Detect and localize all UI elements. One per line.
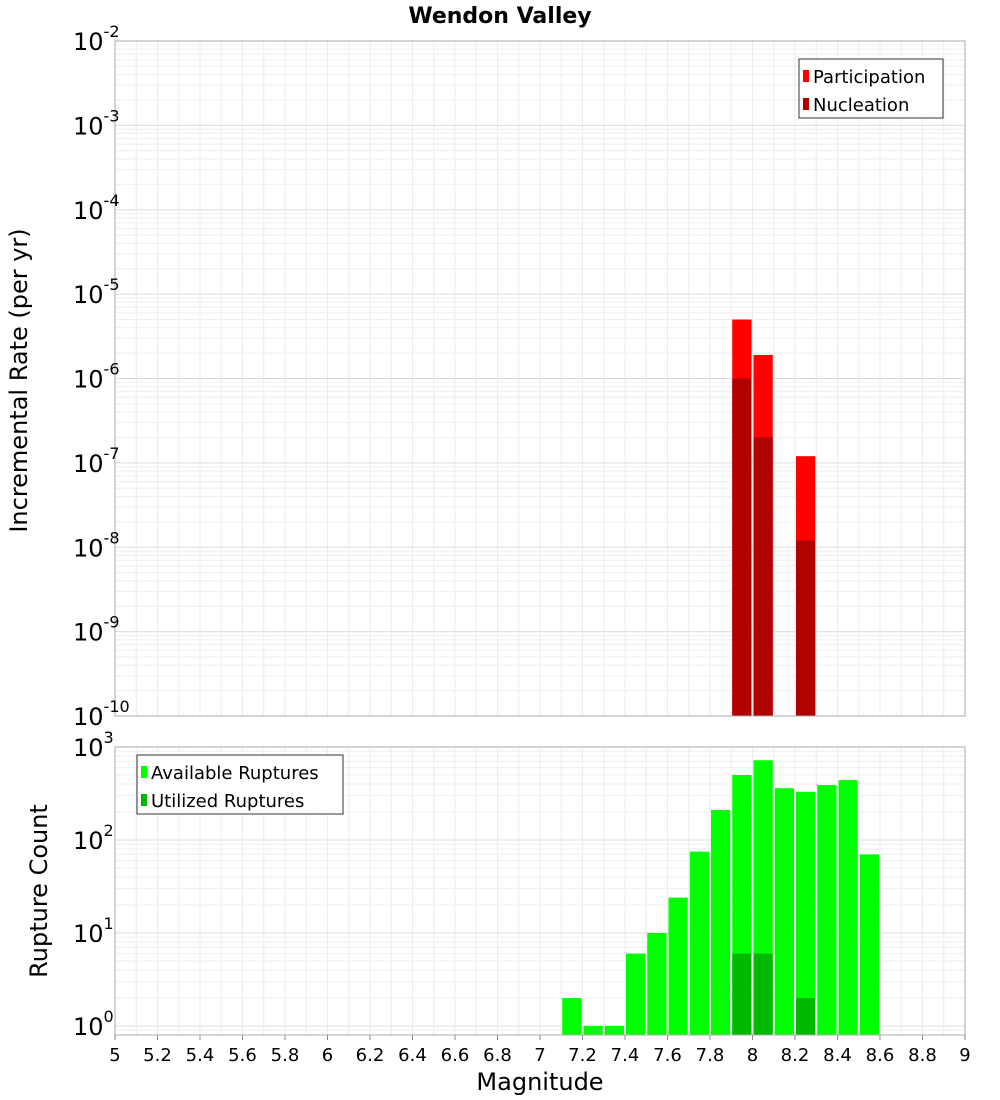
x-tick-label: 7 [534,1045,545,1066]
bottom-legend-swatch [141,766,147,778]
bottom-available-ruptures-bar [796,791,816,1035]
x-tick-label: 7.8 [696,1045,725,1066]
top-legend-swatch [803,70,809,82]
x-tick-label: 6.6 [441,1045,470,1066]
top-plot-grid [114,40,966,717]
top-y-tick-label: 10-4 [73,191,120,225]
top-nucleation-bar [753,437,773,716]
top-plot: 10-2 10-3 10-4 10-5 10-6 10-7 10-8 10-9 10-10 In… [5,22,966,731]
bottom-available-ruptures-bar [689,851,709,1035]
bottom-available-ruptures-bar [562,997,582,1035]
x-tick-label: 8 [747,1045,758,1066]
x-tick-label: 6.4 [398,1045,427,1066]
x-tick-label: 9 [959,1045,970,1066]
x-tick-label: 8.6 [866,1045,895,1066]
x-tick-label: 5.4 [186,1045,215,1066]
x-tick-label: 5 [109,1045,120,1066]
top-legend: Participation Nucleation [798,58,944,119]
bottom-y-axis-label: Rupture Count [25,804,53,978]
top-nucleation-bar [732,378,752,716]
chart-title: Wendon Valley [408,4,591,29]
x-tick-label: 5.8 [271,1045,300,1066]
top-legend-swatch [803,98,809,110]
bottom-legend: Available Ruptures Utilized Ruptures [136,754,344,815]
bottom-legend-entry: Available Ruptures [151,763,319,784]
top-y-tick-label: 10-10 [73,697,130,731]
bottom-legend-swatch [141,794,147,806]
x-tick-label: 6.8 [483,1045,512,1066]
top-legend-entry: Participation [813,67,925,88]
x-tick-label: 8.2 [781,1045,810,1066]
bottom-utilized-ruptures-bar [753,953,773,1035]
top-nucleation-bar [796,540,816,716]
top-y-tick-label: 10-2 [73,22,120,56]
bottom-y-tick-label: 100 [73,1007,114,1041]
top-y-axis-ticks: 10-2 10-3 10-4 10-5 10-6 10-7 10-8 10-9 10-10 [73,22,130,731]
bottom-available-ruptures-bar [774,788,794,1035]
top-plot-frame [114,40,966,717]
top-plot-bars [732,319,816,716]
top-y-tick-label: 10-9 [73,613,120,647]
top-y-axis-label: Incremental Rate (per yr) [5,228,33,532]
top-legend-entry: Nucleation [813,95,909,116]
bottom-available-ruptures-bar [626,953,646,1035]
x-tick-label: 6.2 [356,1045,385,1066]
x-tick-label: 7.4 [611,1045,640,1066]
bottom-available-ruptures-bar [668,897,688,1035]
bottom-y-axis-ticks: 103 102 101 100 [73,728,114,1041]
top-y-tick-label: 10-8 [73,528,120,562]
x-tick-label: 5.2 [143,1045,172,1066]
bottom-available-ruptures-bar [647,932,667,1035]
bottom-plot: 103 102 101 100 5 5.2 5.4 5.6 5.8 6 6.2 6.4 6.6 6.8 7… [25,728,971,1096]
x-tick-label: 7.2 [568,1045,597,1066]
x-tick-label: 7.6 [653,1045,682,1066]
bottom-y-tick-label: 103 [73,728,114,762]
x-tick-label: 6 [322,1045,333,1066]
bottom-legend-box [136,754,344,815]
x-axis-label: Magnitude [476,1068,603,1096]
bottom-available-ruptures-bar [859,854,879,1035]
bottom-available-ruptures-bar [583,1025,603,1035]
top-y-tick-label: 10-7 [73,444,120,478]
top-y-tick-label: 10-5 [73,275,120,309]
bottom-utilized-ruptures-bar [732,953,752,1035]
x-tick-label: 5.6 [228,1045,257,1066]
bottom-utilized-ruptures-bar [796,997,816,1035]
bottom-available-ruptures-bar [711,810,731,1035]
top-y-tick-label: 10-3 [73,106,120,140]
bottom-plot-bars [562,760,879,1035]
x-tick-label: 8.4 [823,1045,852,1066]
bottom-y-tick-label: 101 [73,914,114,948]
bottom-legend-entry: Utilized Ruptures [151,791,304,812]
bottom-y-tick-label: 102 [73,821,114,855]
bottom-available-ruptures-bar [817,785,837,1035]
x-axis-ticks: 5 5.2 5.4 5.6 5.8 6 6.2 6.4 6.6 6.8 7 7.2 7.4 7.6 7.8 8… [109,1035,971,1066]
bottom-available-ruptures-bar [838,780,858,1035]
bottom-available-ruptures-bar [604,1025,624,1035]
x-tick-label: 8.8 [908,1045,937,1066]
top-y-tick-label: 10-6 [73,360,120,394]
top-legend-box [798,58,944,119]
